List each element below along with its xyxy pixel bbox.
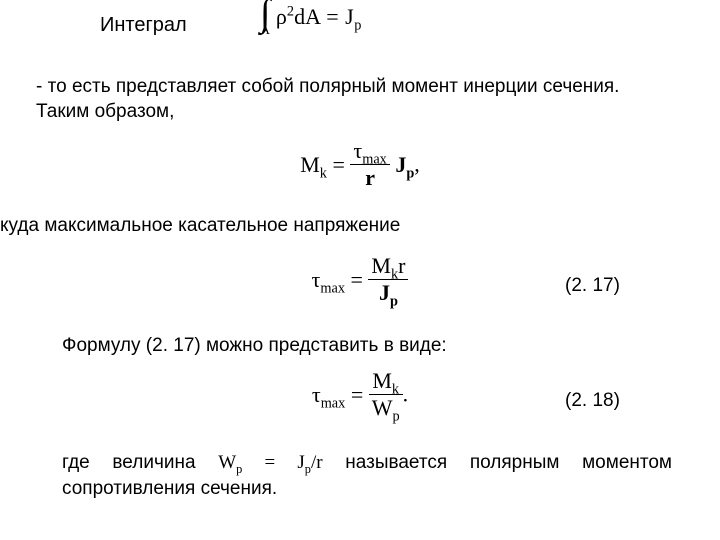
- rho-exp: 2: [287, 4, 294, 20]
- rho: ρ: [276, 4, 287, 29]
- Mk-eq: =: [332, 152, 350, 177]
- f3-den-J: J: [379, 280, 390, 305]
- label-integral: Интеграл: [100, 14, 187, 37]
- f3-num-r: r: [398, 253, 405, 278]
- f4-dot: .: [403, 382, 409, 407]
- Mk-den-r: r: [365, 165, 375, 190]
- Mk-Jp-J: J: [395, 152, 406, 177]
- f3-eq: =: [351, 267, 369, 292]
- f4-tau-max: max: [321, 395, 346, 411]
- p4-Wp-W: W: [218, 452, 236, 473]
- para-formula-217: Формулу (2. 17) можно представить в виде…: [62, 335, 672, 357]
- Jp-sub: p: [354, 17, 361, 33]
- f4-num-M: M: [372, 368, 392, 393]
- f4-tau: τ: [312, 382, 321, 407]
- Mk-num-tau: τ: [353, 138, 362, 163]
- f4-den-W: W: [372, 395, 393, 420]
- f3-den-p: p: [390, 293, 398, 309]
- eqnum-2-17: (2. 17): [565, 275, 620, 297]
- Mk-comma: ,: [414, 152, 420, 177]
- dA-eq-Jp: A = J: [305, 4, 354, 29]
- Mk-k: k: [320, 165, 327, 181]
- formula-mk: Mk = τmax r Jp,: [0, 140, 720, 189]
- para-polar-moment: - то есть представляет собой полярный мо…: [36, 75, 671, 124]
- formula-integral: ∫ A ρ2dA = Jp: [260, 0, 361, 34]
- integral-lower-A: A: [260, 25, 270, 34]
- f3-num-M: M: [371, 253, 391, 278]
- p4-over-r: /r: [311, 452, 323, 473]
- p4-a: где величина: [62, 452, 218, 473]
- para-max-stress: куда максимальное касательное напряжение: [0, 215, 700, 237]
- f3-tau-max: max: [320, 280, 345, 296]
- dA-d: d: [294, 4, 305, 29]
- f4-den-p: p: [393, 408, 400, 424]
- eqnum-2-18: (2. 18): [565, 390, 620, 412]
- p4-eq-J: = J: [242, 452, 304, 473]
- f4-eq: =: [351, 382, 369, 407]
- para-polar-resistance: где величина Wp = Jp/r называется полярн…: [62, 450, 672, 501]
- Mk-M: M: [300, 152, 320, 177]
